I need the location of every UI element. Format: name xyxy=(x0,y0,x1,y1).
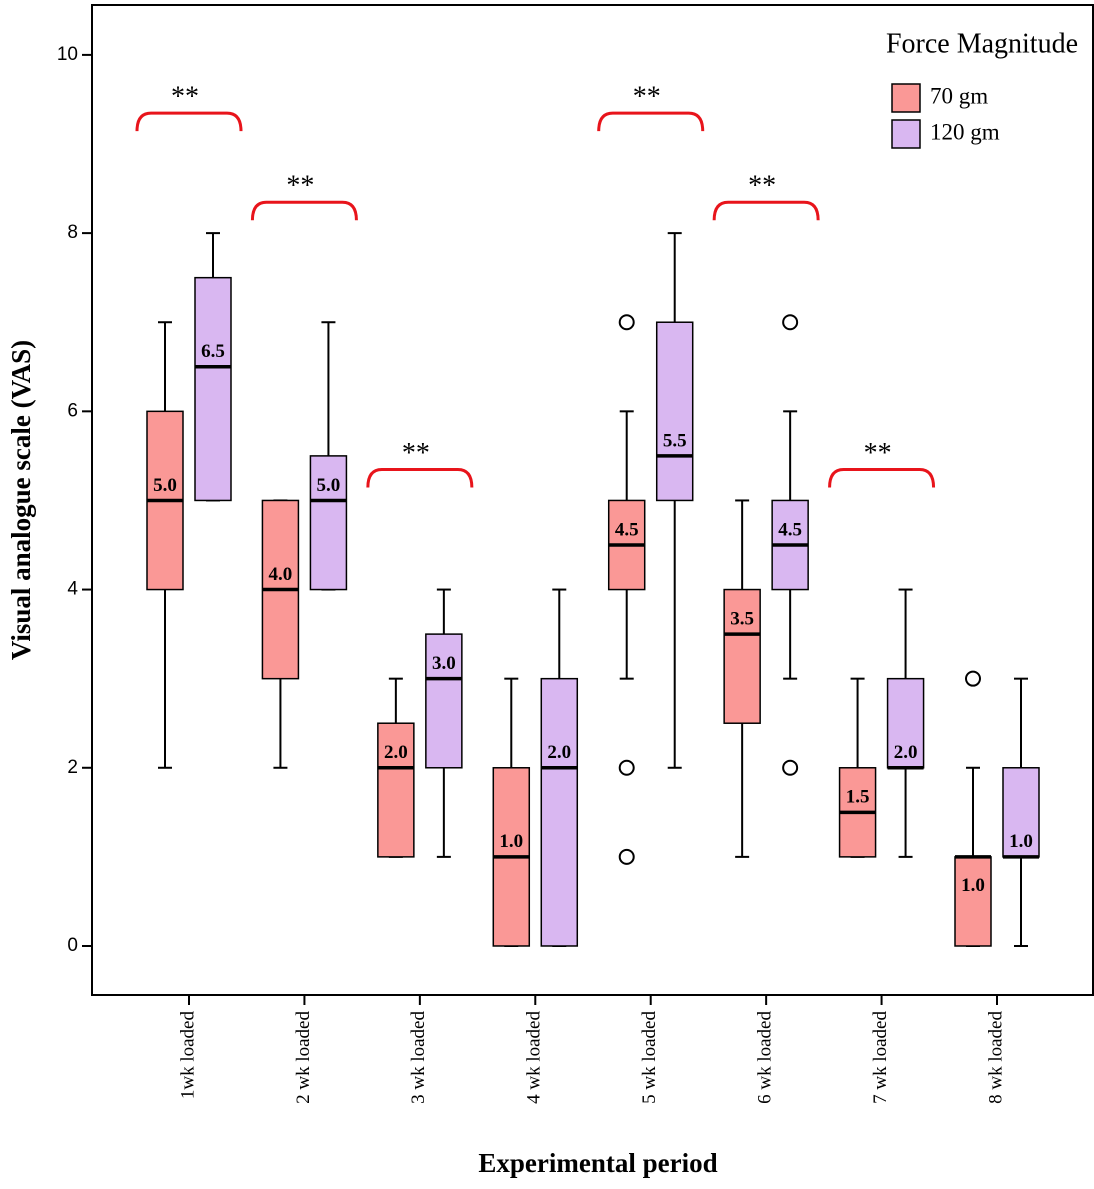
significance-bracket xyxy=(599,113,703,131)
significance-bracket xyxy=(368,470,472,488)
outlier xyxy=(783,315,797,329)
median-label: 1.0 xyxy=(499,831,523,852)
outlier xyxy=(783,761,797,775)
y-tick-label: 8 xyxy=(67,222,78,243)
median-label: 2.0 xyxy=(894,742,918,763)
median-label: 1.5 xyxy=(846,787,870,808)
median-label: 5.0 xyxy=(153,475,177,496)
median-label: 6.5 xyxy=(201,341,225,362)
legend-swatch xyxy=(892,120,920,148)
median-label: 3.5 xyxy=(730,608,754,629)
median-label: 4.0 xyxy=(269,564,293,585)
median-label: 2.0 xyxy=(384,742,408,763)
box xyxy=(541,679,577,946)
y-tick-label: 0 xyxy=(67,935,78,956)
x-tick-label: 3 wk loaded xyxy=(408,1011,429,1104)
box xyxy=(657,322,693,500)
significance-label: ** xyxy=(402,438,430,469)
box xyxy=(195,278,231,501)
plot-frame xyxy=(92,5,1093,995)
significance-label: ** xyxy=(171,82,199,113)
significance-label: ** xyxy=(748,171,776,202)
median-label: 2.0 xyxy=(547,742,571,763)
significance-label: ** xyxy=(864,438,892,469)
significance-label: ** xyxy=(286,171,314,202)
y-axis-title: Visual analogue scale (VAS) xyxy=(6,340,36,660)
significance-bracket xyxy=(714,202,818,220)
outlier xyxy=(620,315,634,329)
x-tick-label: 4 wk loaded xyxy=(524,1011,545,1104)
median-label: 1.0 xyxy=(961,875,985,896)
outlier xyxy=(620,761,634,775)
significance-bracket xyxy=(830,470,934,488)
x-axis-title: Experimental period xyxy=(478,1148,717,1178)
median-label: 3.0 xyxy=(432,653,456,674)
y-tick-label: 10 xyxy=(57,44,78,65)
x-tick-label: 6 wk loaded xyxy=(755,1011,776,1104)
median-label: 5.5 xyxy=(663,430,687,451)
legend-swatch xyxy=(892,84,920,112)
median-label: 1.0 xyxy=(1009,831,1033,852)
legend-label: 120 gm xyxy=(930,119,1000,144)
box xyxy=(955,857,991,946)
chart: Experimental period Visual analogue scal… xyxy=(0,0,1094,1189)
x-tick-label: 7 wk loaded xyxy=(870,1011,891,1104)
median-label: 4.5 xyxy=(615,519,639,540)
median-label: 4.5 xyxy=(778,519,802,540)
significance-bracket xyxy=(137,113,241,131)
x-tick-label: 5 wk loaded xyxy=(639,1011,660,1104)
x-tick-label: 8 wk loaded xyxy=(985,1011,1006,1104)
significance-bracket xyxy=(252,202,356,220)
y-tick-label: 6 xyxy=(67,400,78,421)
outlier xyxy=(620,850,634,864)
y-tick-label: 2 xyxy=(67,757,78,778)
x-tick-label: 1wk loaded xyxy=(177,1011,198,1100)
legend-title: Force Magnitude xyxy=(886,28,1078,59)
y-tick-label: 4 xyxy=(67,579,78,600)
outlier xyxy=(966,672,980,686)
legend-label: 70 gm xyxy=(930,83,988,108)
x-tick-label: 2 wk loaded xyxy=(293,1011,314,1104)
significance-label: ** xyxy=(633,82,661,113)
median-label: 5.0 xyxy=(317,475,341,496)
